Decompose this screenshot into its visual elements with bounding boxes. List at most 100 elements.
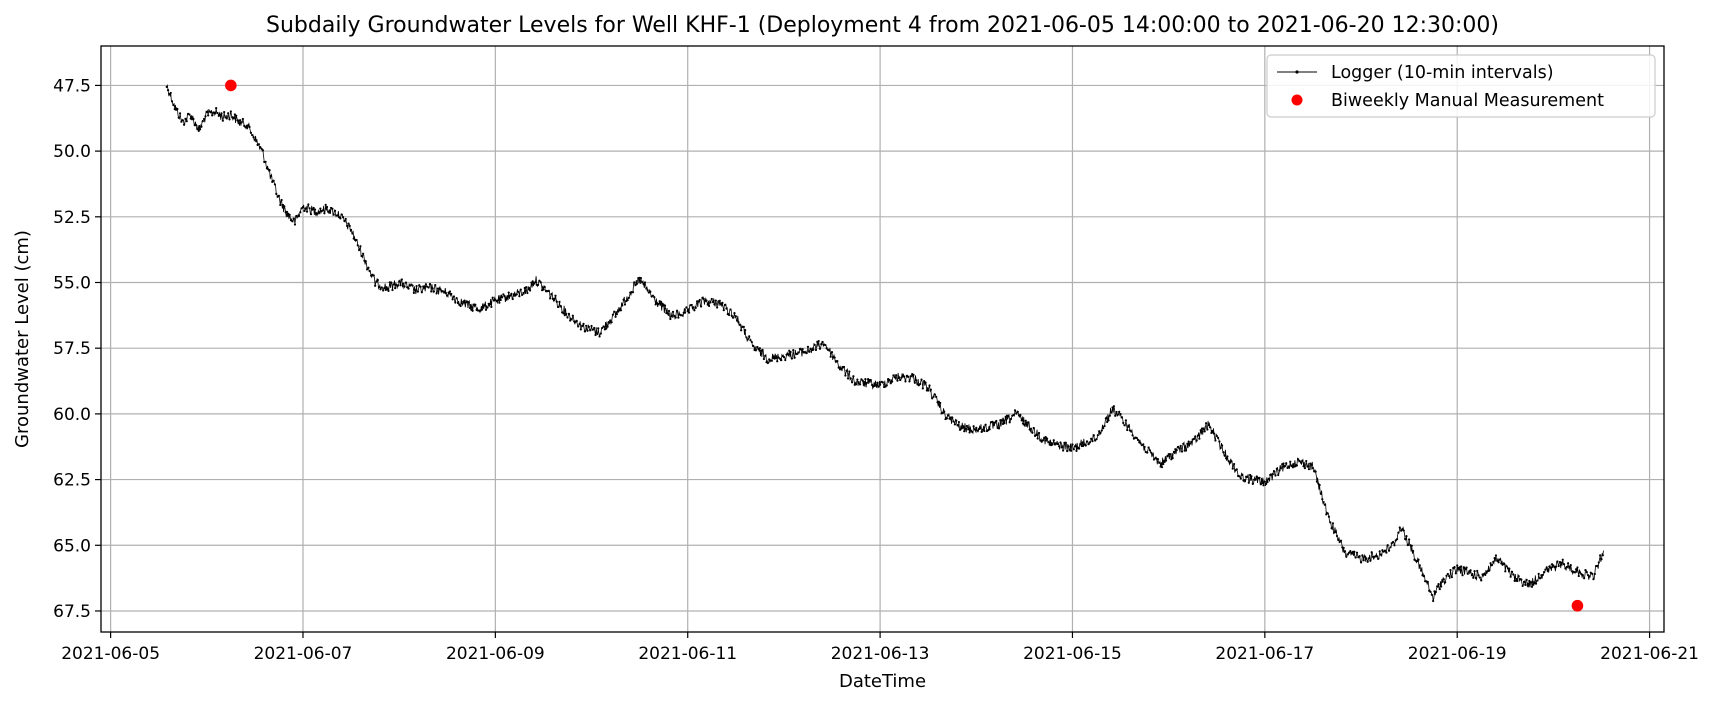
logger-point [961,426,965,429]
logger-point [792,348,795,352]
logger-point [229,110,232,113]
logger-point [252,136,255,139]
logger-point [1297,458,1300,461]
logger-point [1591,572,1594,575]
logger-point [1000,419,1003,422]
logger-point [931,397,934,400]
logger-point [196,128,199,131]
logger-point [434,283,437,287]
logger-point [919,382,922,386]
logger-point [959,428,962,431]
logger-point [888,378,891,381]
logger-point [383,287,386,290]
logger-point [670,315,673,318]
logger-point [1241,473,1244,477]
logger-point [939,401,942,405]
logger-point [503,295,506,298]
logger-point [793,356,796,359]
logger-point [1420,569,1423,572]
logger-point [1412,549,1415,553]
logger-point [1497,561,1500,564]
logger-point [165,85,168,88]
logger-point [1461,574,1464,577]
logger-point [1422,575,1425,578]
logger-point [947,414,950,417]
logger-point [538,279,541,282]
logger-point [1078,447,1081,450]
logger-point [1480,579,1483,582]
logger-point [1534,582,1538,585]
logger-point [347,222,350,225]
logger-point [531,280,534,283]
logger-point [1267,477,1270,480]
logger-point [923,380,926,383]
logger-point [1047,441,1050,444]
logger-point [213,111,216,114]
logger-point [555,300,558,303]
logger-point [201,120,204,123]
logger-point [211,114,214,117]
logger-point [619,309,623,312]
logger-point [1216,436,1220,439]
logger-point [1123,424,1126,427]
logger-point [1546,568,1550,571]
logger-point [463,299,466,302]
logger-point [737,321,740,324]
logger-point [1106,420,1109,424]
logger-point [857,381,860,384]
logger-point [809,347,812,350]
logger-point [511,297,514,301]
logger-point [483,304,486,307]
logger-point [522,291,525,295]
logger-point [1343,550,1347,553]
logger-point [1448,575,1451,578]
logger-point [516,290,520,293]
logger-point [419,285,422,288]
logger-point [876,381,879,384]
logger-point [1230,460,1233,463]
logger-point [856,378,859,381]
logger-point [929,388,932,391]
logger-point [203,117,206,120]
logger-point [293,223,297,226]
logger-point [446,294,449,297]
logger-point [1489,562,1492,565]
logger-point [1454,572,1457,575]
logger-point [1115,410,1118,414]
logger-point [861,379,864,382]
logger-point [526,291,529,295]
logger-point [305,210,309,213]
x-tick-label: 2021-06-11 [638,644,737,664]
logger-point [921,387,924,390]
logger-point [1426,580,1429,584]
logger-point [1020,419,1023,422]
logger-point [379,288,382,291]
x-tick-label: 2021-06-05 [61,644,160,664]
logger-point [1469,569,1472,572]
logger-point [896,379,899,382]
logger-point [790,357,794,360]
logger-point [339,217,342,220]
logger-point [362,252,365,255]
logger-point [623,303,627,306]
logger-point [1583,577,1586,580]
logger-point [177,116,180,119]
logger-point [1124,419,1127,422]
logger-point [1160,466,1164,469]
logger-point [597,327,600,330]
logger-point [1379,553,1383,556]
logger-point [907,375,910,379]
logger-point [280,198,283,202]
logger-point [1401,528,1404,531]
logger-point [1460,565,1463,568]
logger-point [1318,483,1321,487]
logger-point [1466,572,1469,575]
manual-measurement-point [225,79,237,92]
logger-point [343,219,346,223]
logger-point [889,382,892,385]
logger-point [754,349,757,352]
logger-point [953,423,957,426]
logger-point [1450,575,1453,579]
logger-point [770,359,773,362]
logger-point [1212,432,1216,435]
